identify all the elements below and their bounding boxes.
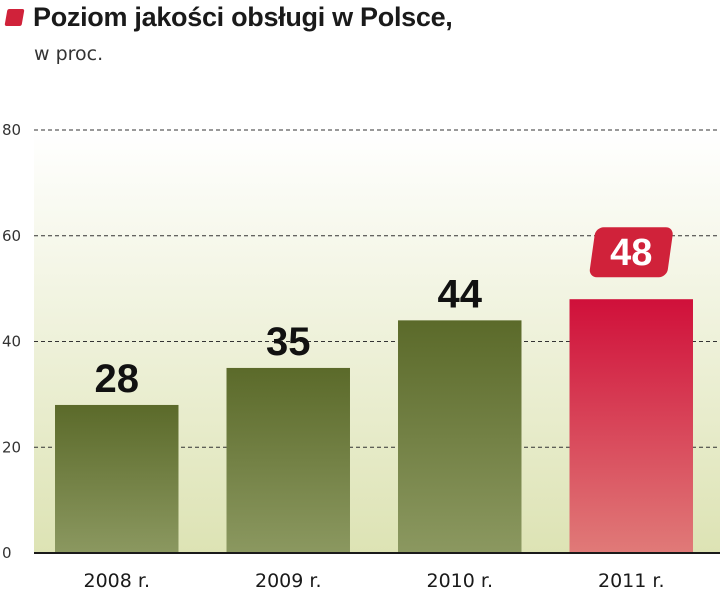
value-label: 35 [266, 320, 311, 364]
value-label: 48 [610, 232, 652, 274]
title-row: Poziom jakości obsługi w Polsce, [4, 2, 453, 33]
x-tick-label: 2010 r. [427, 570, 494, 592]
value-label: 44 [438, 272, 483, 316]
y-tick-label: 80 [2, 121, 21, 139]
bar [569, 299, 693, 553]
chart-title: Poziom jakości obsługi w Polsce, [33, 2, 453, 32]
value-label-badge [589, 227, 673, 278]
x-tick-label: 2009 r. [255, 570, 322, 592]
y-tick-label: 20 [2, 438, 21, 456]
value-label: 28 [95, 357, 140, 401]
bar [55, 404, 179, 553]
bar [226, 367, 350, 553]
label-layer: 28 2008 r. 35 2009 r. 44 2010 r. 48 2011 r. [34, 227, 720, 592]
y-tick-label: 60 [2, 227, 21, 245]
y-tick-label: 0 [2, 544, 12, 562]
grid-layer: 0 20 40 60 80 [2, 121, 720, 562]
x-tick-label: 2008 r. [84, 570, 151, 592]
chart-subtitle: w proc. [34, 43, 104, 65]
bar-layer [55, 299, 693, 553]
bar [398, 320, 522, 553]
y-tick-label: 40 [2, 333, 21, 351]
x-tick-label: 2011 r. [598, 570, 665, 592]
